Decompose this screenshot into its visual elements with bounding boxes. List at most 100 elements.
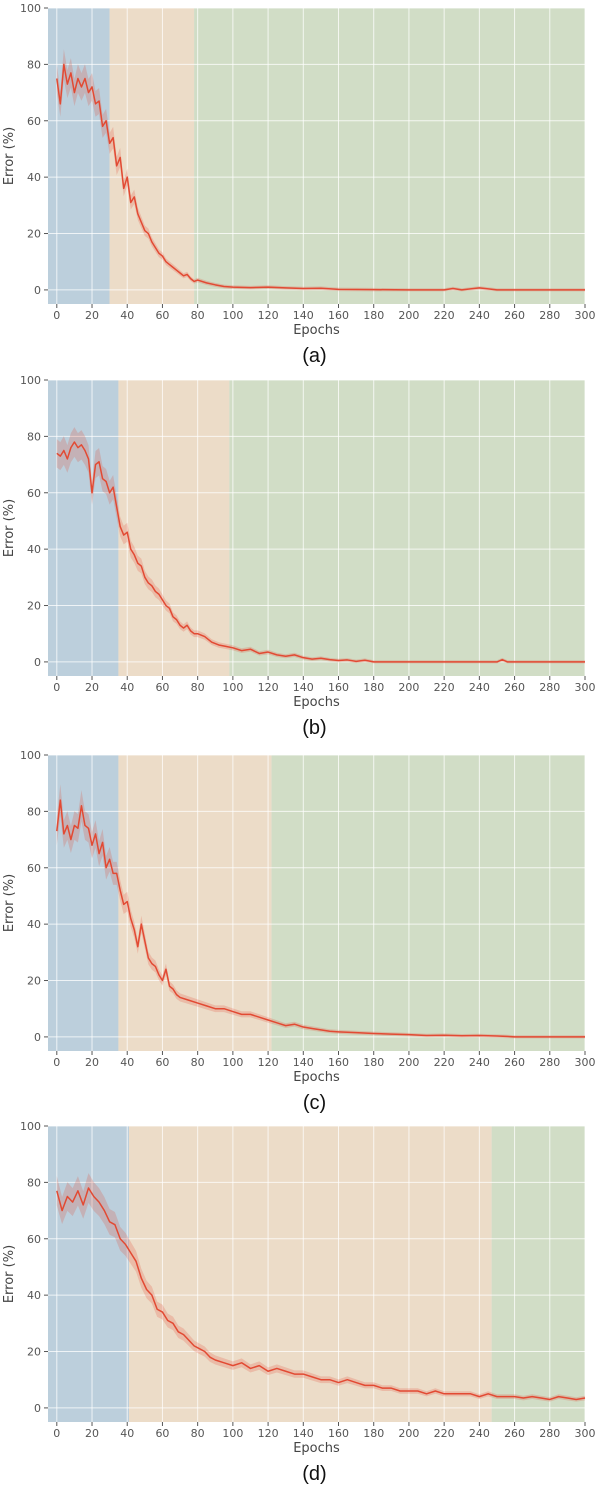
panel-caption: (a) [302,345,326,367]
phase-region-1 [48,8,110,304]
x-tick-label: 100 [222,1427,243,1440]
x-tick-label: 180 [363,1056,384,1069]
x-tick-label: 300 [575,1427,596,1440]
x-tick-label: 160 [328,681,349,694]
x-tick-label: 140 [293,681,314,694]
x-tick-label: 40 [120,1427,134,1440]
x-tick-label: 60 [155,309,169,322]
x-tick-label: 240 [469,1427,490,1440]
y-tick-label: 20 [27,975,41,988]
x-tick-label: 280 [539,1427,560,1440]
x-tick-label: 20 [85,681,99,694]
y-tick-label: 20 [27,228,41,241]
x-axis-label: Epochs [293,1441,340,1456]
x-tick-label: 240 [469,681,490,694]
x-tick-label: 0 [53,1056,60,1069]
y-tick-label: 0 [34,656,41,669]
series-line [56,799,585,1038]
x-tick-label: 300 [575,681,596,694]
x-tick-label: 40 [120,681,134,694]
x-tick-label: 120 [258,1056,279,1069]
x-tick-label: 160 [328,1427,349,1440]
x-tick-label: 180 [363,681,384,694]
x-tick-label: 140 [293,1056,314,1069]
x-tick-label: 0 [53,309,60,322]
x-tick-label: 20 [85,309,99,322]
x-tick-label: 200 [398,309,419,322]
y-tick-label: 80 [27,805,41,818]
x-tick-label: 80 [191,1056,205,1069]
x-tick-label: 160 [328,1056,349,1069]
phase-region-3 [229,380,585,676]
series-line [56,1187,586,1401]
y-tick-label: 0 [34,1402,41,1415]
x-tick-label: 240 [469,1056,490,1069]
x-tick-label: 300 [575,1056,596,1069]
x-tick-label: 100 [222,309,243,322]
chart-panel-1: 0 20 40 60 80 100 120 140 160 180 200 220 240 260 280 3… [2,2,596,367]
y-tick-label: 100 [20,1120,41,1133]
y-tick-label: 60 [27,487,41,500]
y-tick-label: 100 [20,2,41,15]
phase-region-2 [118,380,230,676]
series-line [56,441,585,663]
panel-caption: (c) [303,1092,326,1114]
y-tick-label: 40 [27,543,41,556]
x-tick-label: 260 [504,1056,525,1069]
x-tick-label: 40 [120,309,134,322]
phase-region-3 [194,8,585,304]
y-tick-label: 0 [34,1031,41,1044]
x-tick-label: 140 [293,1427,314,1440]
x-tick-label: 120 [258,309,279,322]
x-tick-label: 200 [398,1427,419,1440]
x-tick-label: 220 [434,309,455,322]
x-tick-label: 80 [191,309,205,322]
x-tick-label: 100 [222,681,243,694]
y-tick-label: 100 [20,374,41,387]
series-line [56,63,585,291]
chart-panel-4: 0 20 40 60 80 100 120 140 160 180 200 220 240 260 280 3… [2,1120,596,1485]
phase-region-1 [48,380,119,676]
y-axis-label: Error (%) [2,127,17,185]
x-tick-label: 60 [155,681,169,694]
x-tick-label: 240 [469,309,490,322]
y-tick-label: 80 [27,430,41,443]
x-tick-label: 160 [328,309,349,322]
x-tick-label: 80 [191,1427,205,1440]
panel-caption: (b) [302,717,326,739]
x-tick-label: 120 [258,681,279,694]
y-tick-label: 60 [27,862,41,875]
x-axis-label: Epochs [293,695,340,710]
y-tick-label: 40 [27,918,41,931]
x-tick-label: 260 [504,1427,525,1440]
x-tick-label: 220 [434,1056,455,1069]
phase-region-3 [491,1126,585,1422]
x-tick-label: 300 [575,309,596,322]
y-tick-label: 60 [27,115,41,128]
x-tick-label: 280 [539,309,560,322]
panel-caption: (d) [302,1463,326,1485]
y-tick-label: 80 [27,58,41,71]
x-tick-label: 260 [504,681,525,694]
x-tick-label: 0 [53,681,60,694]
y-tick-label: 40 [27,171,41,184]
x-tick-label: 120 [258,1427,279,1440]
x-tick-label: 40 [120,1056,134,1069]
x-tick-label: 60 [155,1427,169,1440]
x-tick-label: 180 [363,1427,384,1440]
y-tick-label: 40 [27,1289,41,1302]
y-tick-label: 0 [34,284,41,297]
y-tick-label: 60 [27,1233,41,1246]
chart-panel-3: 0 20 40 60 80 100 120 140 160 180 200 220 240 260 280 3… [2,749,596,1114]
series-band [56,1173,585,1402]
y-tick-label: 20 [27,1346,41,1359]
phase-region-2 [118,755,272,1051]
chart-panel-2: 0 20 40 60 80 100 120 140 160 180 200 220 240 260 280 3… [2,374,596,739]
x-tick-label: 180 [363,309,384,322]
x-axis-label: Epochs [293,1070,340,1085]
x-tick-label: 0 [53,1427,60,1440]
x-tick-label: 280 [539,681,560,694]
y-axis-label: Error (%) [2,1245,17,1303]
y-axis-label: Error (%) [2,499,17,557]
phase-region-1 [48,755,119,1051]
